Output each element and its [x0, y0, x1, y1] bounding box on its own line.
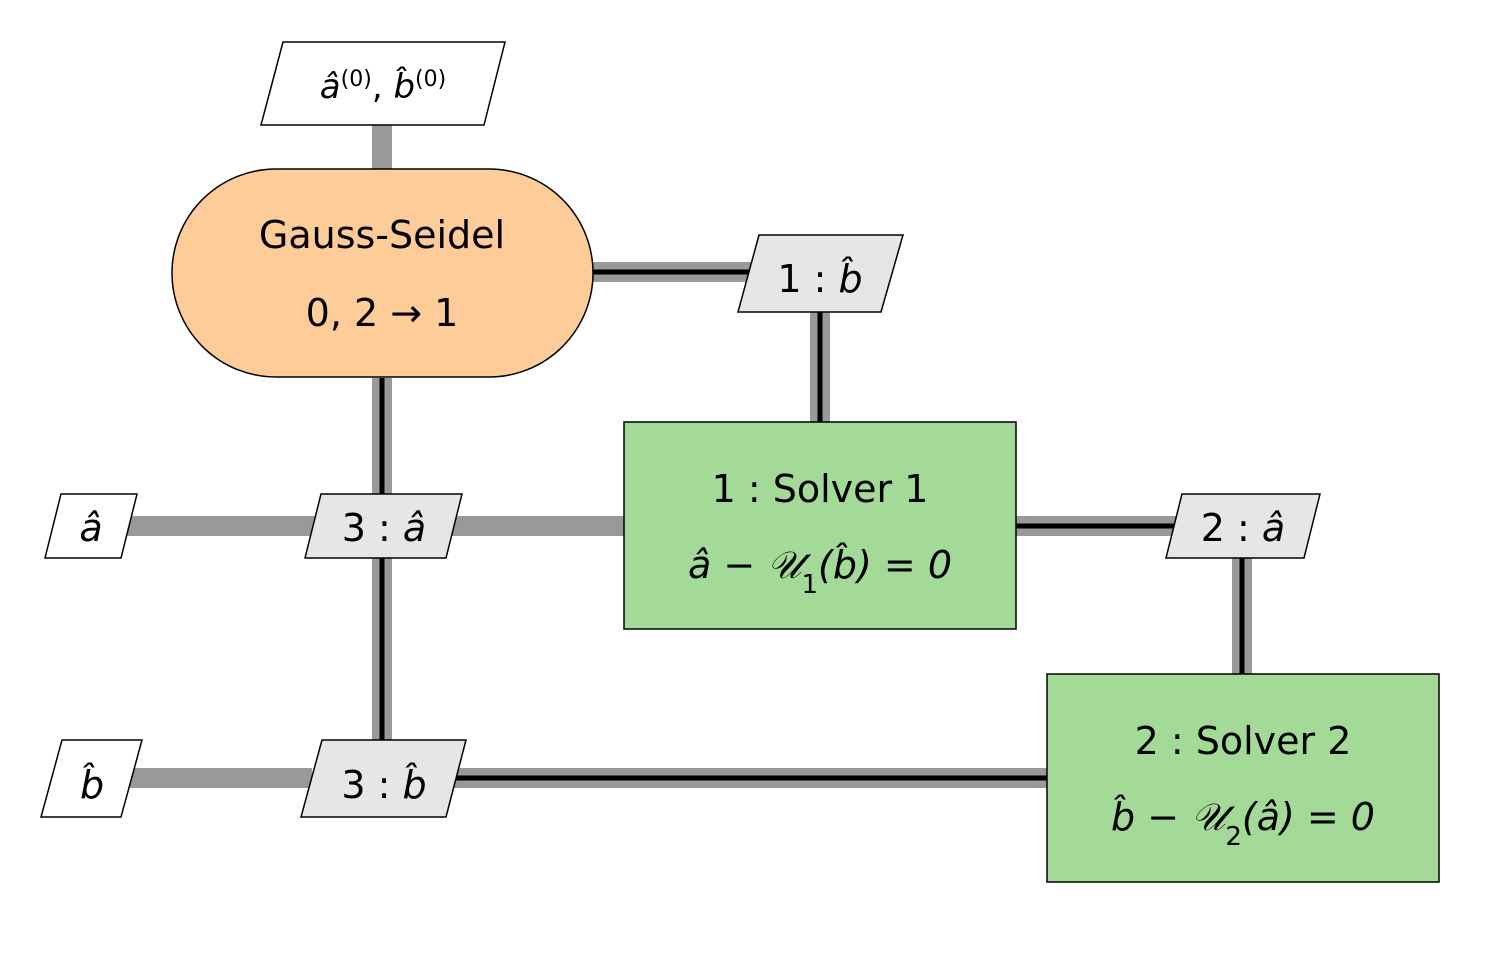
data-b-out-prefix: 3 : [341, 763, 402, 807]
data-b-var: b̂ [839, 257, 863, 301]
input-node: â(0), b̂(0) [260, 41, 506, 126]
solver1-equation: â − 𝒰1(b̂) = 0 [688, 543, 952, 600]
svg-text:2 : â: 2 : â [1201, 506, 1285, 550]
data-b-out-var: b̂ [403, 763, 427, 807]
svg-text:3 : â: 3 : â [342, 506, 426, 550]
driver-title: Gauss-Seidel [259, 213, 505, 257]
input-a: â [320, 67, 341, 107]
data-a-prefix: 2 : [1201, 506, 1262, 550]
solver1-title: 1 : Solver 1 [712, 467, 929, 511]
data-node-b-to-solver1: 1 : b̂ [737, 234, 904, 313]
input-sep: , [372, 67, 394, 107]
svg-text:1 : b̂: 1 : b̂ [777, 257, 862, 301]
output-node-a: â [44, 493, 138, 559]
data-a-out-prefix: 3 : [342, 506, 403, 550]
data-b-prefix: 1 : [777, 257, 838, 301]
solver2-title: 2 : Solver 2 [1135, 719, 1352, 763]
solver2-equation: b̂ − 𝒰2(â) = 0 [1111, 795, 1375, 852]
data-node-a-to-solver2: 2 : â [1165, 493, 1321, 559]
input-a-sup: (0) [341, 67, 372, 92]
data-node-b-out: 3 : b̂ [300, 739, 467, 818]
solver1-node: 1 : Solver 1 â − 𝒰1(b̂) = 0 [623, 421, 1017, 630]
data-a-var: â [1262, 506, 1285, 550]
svg-text:3 : b̂: 3 : b̂ [341, 763, 426, 807]
data-a-out-var: â [403, 506, 426, 550]
driver-sequence: 0, 2 → 1 [306, 291, 459, 335]
output-node-b: b̂ [40, 739, 143, 818]
output-b-var: b̂ [80, 763, 104, 807]
input-b: b̂ [393, 66, 415, 107]
output-a-var: â [79, 506, 102, 550]
solver2-node: 2 : Solver 2 b̂ − 𝒰2(â) = 0 [1046, 673, 1440, 883]
data-node-a-out: 3 : â [304, 493, 463, 559]
driver-node: Gauss-Seidel 0, 2 → 1 [171, 168, 594, 378]
svg-text:â(0), b̂(0): â(0), b̂(0) [320, 66, 446, 107]
input-b-sup: (0) [415, 67, 446, 92]
connection-centers [379, 269, 1245, 781]
